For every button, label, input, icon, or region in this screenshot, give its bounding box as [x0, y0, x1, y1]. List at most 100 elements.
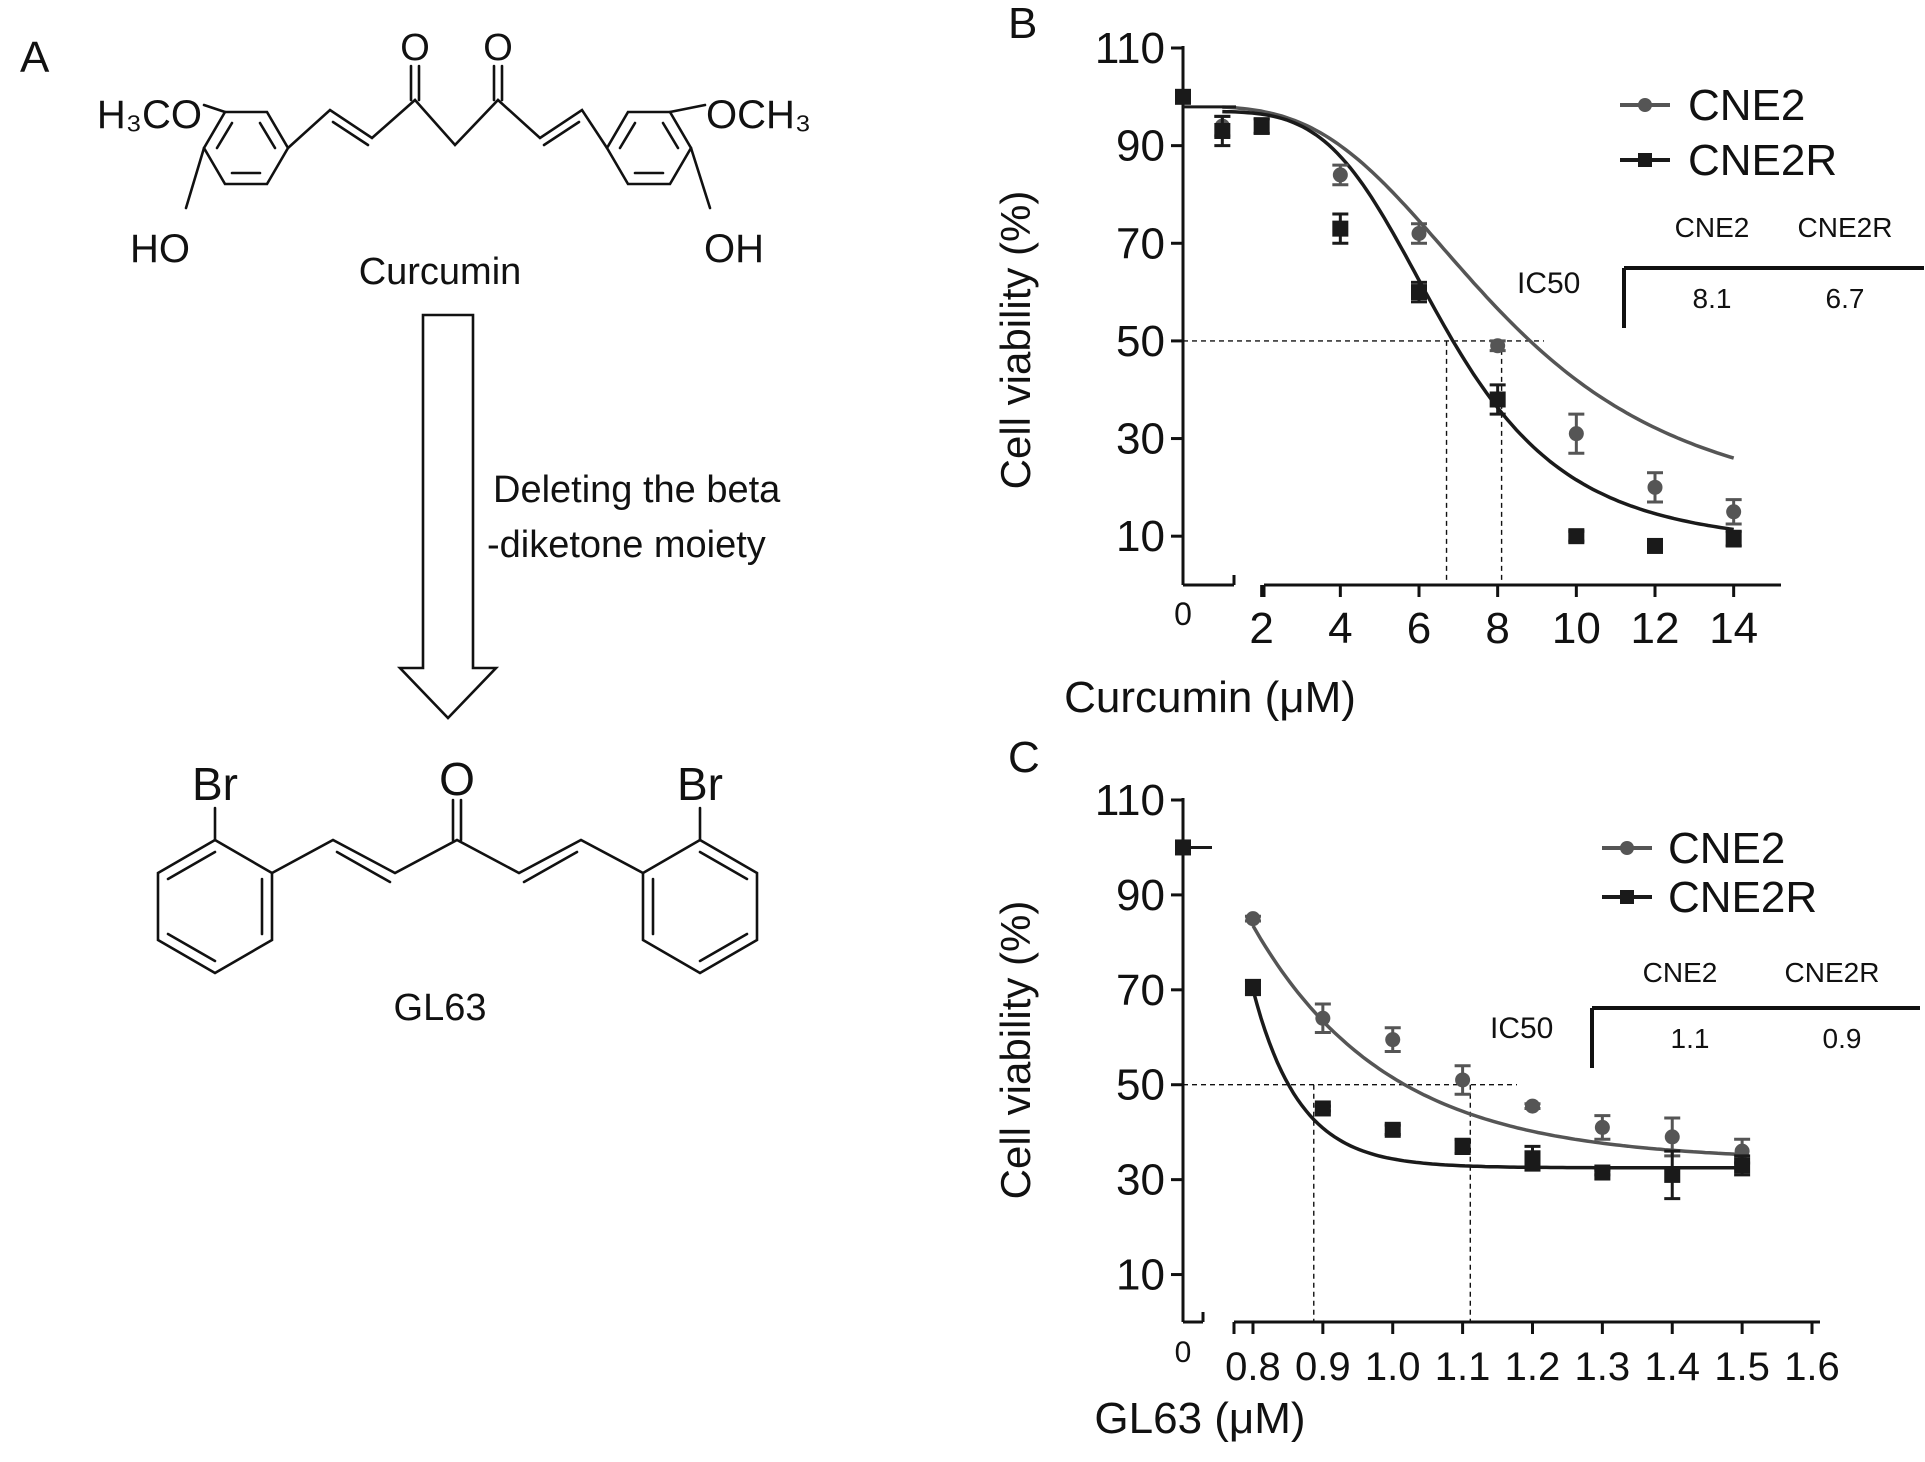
legend-cne2: CNE2 [1688, 81, 1805, 130]
ic50-header-cne2: CNE2 [1675, 212, 1750, 243]
fit-curves [1222, 105, 1735, 532]
ic50-value-cne2r: 6.7 [1826, 283, 1865, 314]
fit-curves [1251, 924, 1743, 1170]
y-tick-label: 90 [1116, 122, 1165, 171]
gl63-structure: O Br Br [156, 753, 759, 975]
curcumin-left-methoxy: H₃CO [97, 93, 202, 137]
data-point-cne2 [1568, 412, 1585, 455]
ic50-value-cne2: 8.1 [1693, 283, 1732, 314]
square-marker [1664, 1166, 1681, 1183]
data-point-cne2r [1214, 114, 1231, 148]
data-point-cne2r [1411, 280, 1427, 304]
square-marker [1734, 1157, 1751, 1174]
curcumin-right-hydroxy: OH [704, 227, 764, 271]
gl63-name: GL63 [394, 987, 487, 1029]
circle-marker [1411, 226, 1427, 242]
data-point-cne2r [1454, 1137, 1471, 1156]
data-point-cne2 [1489, 338, 1506, 354]
circle-marker [1245, 911, 1261, 927]
data-point-cne2r [1244, 978, 1261, 997]
circle-marker [1524, 1098, 1540, 1114]
data-point-cne2r [1594, 1164, 1611, 1181]
x-tick-label: 6 [1407, 604, 1431, 653]
data-point-cne2 [1664, 1116, 1681, 1158]
data-points [1175, 839, 1751, 1201]
curcumin-right-methoxy: OCH₃ [706, 93, 811, 137]
y-tick-label: 70 [1116, 966, 1165, 1015]
y-tick-label: 50 [1116, 1061, 1165, 1110]
y-axis-label: Cell viability (%) [992, 901, 1039, 1200]
ic50-header-cne2r: CNE2R [1785, 957, 1880, 988]
circle-marker [1455, 1072, 1471, 1088]
y-ticks: 10 30 50 70 90 110 [1095, 24, 1183, 561]
circle-marker [1647, 479, 1663, 495]
x-ticks: 0 2 4 6 8 10 12 14 [1174, 585, 1758, 653]
x-tick-label: 1.2 [1505, 1345, 1561, 1389]
transformation-arrow [396, 313, 500, 720]
x-tick-label: 0.8 [1225, 1345, 1281, 1389]
y-tick-label: 110 [1095, 24, 1165, 73]
data-point-cne2 [1244, 911, 1261, 927]
legend-cne2r: CNE2R [1668, 873, 1817, 922]
gl63-bromine-right: Br [677, 758, 723, 810]
circle-marker [1664, 1129, 1680, 1145]
fit-curve-cne2 [1222, 105, 1735, 460]
data-point-cne2r [1524, 1144, 1541, 1172]
ic50-reference-lines [1183, 1084, 1517, 1322]
fit-curve-cne2r [1222, 109, 1734, 532]
ic50-value-cne2r: 0.9 [1823, 1023, 1862, 1054]
x-tick-label: 8 [1485, 604, 1509, 653]
circle-marker [1385, 1032, 1401, 1048]
chart-b-curcumin: 10 30 50 70 90 110 0 2 4 6 8 10 12 14 Cell viability… [992, 24, 1924, 722]
legend: CNE2 CNE2R [1620, 81, 1837, 185]
legend-cne2r: CNE2R [1688, 136, 1837, 185]
circle-marker [1568, 426, 1584, 442]
panel-b-label: B [1008, 0, 1037, 48]
x-tick-label: 14 [1709, 604, 1758, 653]
circle-marker [1332, 167, 1348, 183]
x-tick-label: 12 [1631, 604, 1680, 653]
data-point-cne2 [1332, 163, 1349, 187]
panel-c-label: C [1008, 733, 1040, 782]
curcumin-name: Curcumin [359, 251, 522, 293]
data-point-cne2 [1314, 1002, 1331, 1035]
ic50-header-cne2r: CNE2R [1798, 212, 1893, 243]
panel-a-label: A [20, 33, 50, 82]
curcumin-left-hydroxy: HO [130, 227, 190, 271]
data-point-cne2r [1734, 1154, 1751, 1177]
ic50-table: CNE2 CNE2R IC50 1.1 0.9 [1490, 957, 1920, 1068]
y-tick-label: 10 [1116, 1251, 1165, 1300]
y-tick-label: 90 [1116, 871, 1165, 920]
data-point-cne2 [1647, 471, 1663, 504]
data-point-cne2 [1454, 1064, 1471, 1096]
ic50-reference-lines [1183, 340, 1544, 585]
curcumin-structure: O O H₃CO OCH₃ HO OH [97, 27, 811, 271]
ic50-header-cne2: CNE2 [1643, 957, 1718, 988]
curcumin-oxygen-left: O [400, 27, 430, 69]
data-point-cne2 [1384, 1026, 1401, 1054]
x-ticks: 0 0.8 0.9 1.0 1.1 1.2 1.3 1.4 1.5 1.6 [1175, 1322, 1840, 1389]
y-tick-label: 110 [1095, 776, 1165, 825]
x-tick-label-zero: 0 [1175, 1336, 1192, 1369]
square-marker [1647, 537, 1663, 554]
y-tick-label: 30 [1116, 1156, 1165, 1205]
square-marker [1454, 1138, 1471, 1155]
square-marker [1214, 122, 1231, 139]
square-marker [1411, 284, 1427, 301]
square-marker [1568, 528, 1585, 545]
data-point-cne2r [1725, 529, 1742, 548]
square-marker [1244, 979, 1261, 996]
data-point-cne2r [1647, 537, 1663, 554]
zero-dose-point [1175, 88, 1191, 105]
data-point-cne2r [1253, 117, 1270, 135]
x-tick-label: 1.0 [1365, 1345, 1421, 1389]
gl63-oxygen: O [439, 753, 475, 805]
y-tick-label: 50 [1116, 317, 1165, 366]
x-tick-label: 10 [1552, 604, 1601, 653]
square-marker [1594, 1164, 1611, 1181]
square-marker [1384, 1121, 1401, 1138]
x-tick-label: 1.1 [1435, 1345, 1491, 1389]
data-point-cne2r [1489, 383, 1506, 416]
legend: CNE2 CNE2R [1602, 824, 1817, 922]
